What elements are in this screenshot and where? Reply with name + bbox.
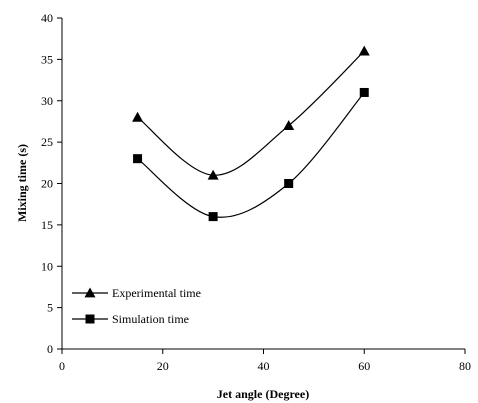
series-curves (137, 50, 365, 218)
y-tick-label: 5 (47, 301, 53, 315)
y-tick-label: 20 (41, 177, 53, 191)
legend-marker-simulation (85, 314, 95, 324)
x-axis-title: Jet angle (Degree) (217, 387, 309, 401)
experimental-data-point (358, 45, 370, 56)
legend-label-experimental: Experimental time (112, 286, 201, 300)
simulation-data-point (208, 212, 218, 222)
legend-marker-experimental (84, 287, 96, 298)
y-tick-label: 35 (41, 52, 53, 66)
experimental-data-point (283, 120, 295, 130)
y-tick-label: 10 (41, 259, 53, 273)
x-tick-label: 60 (358, 359, 370, 373)
y-axis-title: Mixing time (s) (15, 144, 29, 222)
y-tick-label: 25 (41, 135, 53, 149)
y-ticks: 0 5 10 15 20 25 30 35 40 (41, 11, 62, 356)
simulation-data-point (284, 179, 294, 188)
series-line-experimental (137, 50, 365, 176)
series-markers (132, 45, 370, 222)
experimental-data-point (207, 169, 219, 180)
legend: Experimental time Simulation time (72, 286, 201, 326)
simulation-data-point (359, 87, 369, 97)
x-tick-label: 80 (459, 359, 471, 373)
simulation-data-point (133, 154, 143, 164)
y-tick-label: 30 (41, 94, 53, 108)
series-line-simulation (137, 92, 365, 218)
x-tick-label: 20 (157, 359, 169, 373)
legend-label-simulation: Simulation time (112, 312, 189, 326)
y-tick-label: 40 (41, 11, 53, 25)
y-tick-label: 15 (41, 218, 53, 232)
experimental-data-point (132, 111, 144, 122)
x-tick-label: 0 (59, 359, 65, 373)
x-tick-label: 40 (258, 359, 270, 373)
y-tick-label: 0 (47, 342, 53, 356)
x-ticks: 0 20 40 60 80 (59, 349, 471, 373)
